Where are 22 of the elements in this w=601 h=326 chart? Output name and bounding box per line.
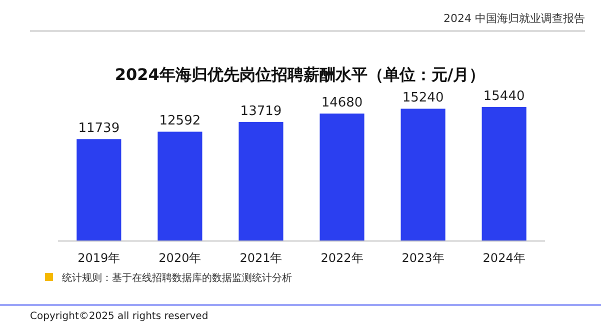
text: Copyright©2025 all rights reserved <box>30 311 208 322</box>
chart-subtitle: 2024 中国海归就业调查报告 <box>444 12 585 25</box>
data-label: 15440 <box>483 89 525 104</box>
x-tick-label: 2023年 <box>402 251 444 265</box>
data-label: 13719 <box>240 104 282 119</box>
bar <box>482 107 526 241</box>
data-label: 12592 <box>159 114 201 129</box>
data-label: 11739 <box>78 121 120 136</box>
bar <box>400 108 446 241</box>
x-tick-label: 2022年 <box>320 251 364 265</box>
x-tick-label: 2019年 <box>78 251 120 265</box>
data-label: 14680 <box>321 96 363 111</box>
x-tick-label: 2020年 <box>158 251 202 265</box>
data-label: 15240 <box>402 90 444 106</box>
chart-title: 2024年海归优先岗位招聘薪酬水平（单位：元/月） <box>114 65 486 84</box>
x-tick-label: 2021年 <box>240 251 282 265</box>
bar <box>158 132 202 241</box>
bar <box>76 139 122 241</box>
bar <box>320 114 364 241</box>
x-tick-label: 2024年 <box>482 251 526 265</box>
bar <box>238 122 284 241</box>
text: 统计规则：基于在线招聘数据库的数据监测统计分析 <box>62 272 292 284</box>
